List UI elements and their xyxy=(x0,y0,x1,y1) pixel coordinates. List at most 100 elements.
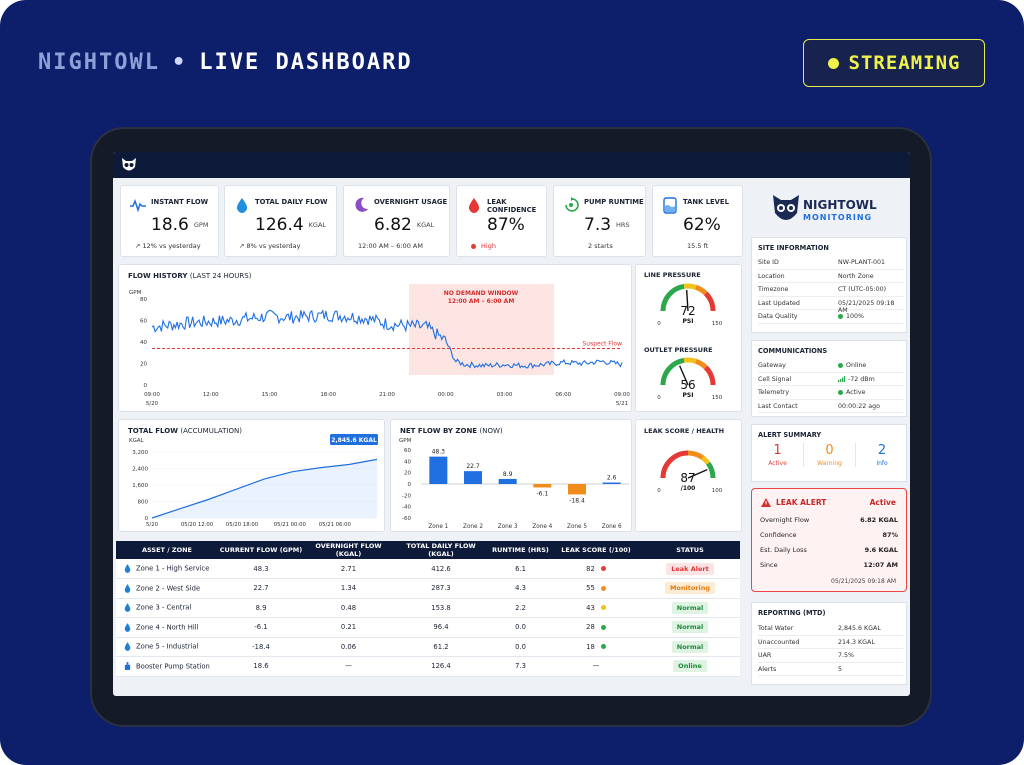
status-badge[interactable]: Online xyxy=(673,660,707,673)
info-value: 5 xyxy=(838,665,843,673)
net-y-tick: -40 xyxy=(402,505,411,511)
kpi-value-wrap: 126.4 KGAL xyxy=(255,215,326,235)
kpi-card-tank-level[interactable]: TANK LEVEL 62% 15.5 ft xyxy=(652,185,743,257)
net-flow-title: NET FLOW BY ZONE (NOW) xyxy=(400,427,503,435)
table-header-cell[interactable]: TOTAL DAILY FLOW (KGAL) xyxy=(393,541,489,559)
gauge-value: 72 xyxy=(680,304,695,318)
window-label: NO DEMAND WINDOW xyxy=(444,290,519,297)
flow-x-tick: 06:00 xyxy=(555,392,571,398)
table-row[interactable]: Zone 1 - High Service 48.3 2.71 412.6 6.1 82 L… xyxy=(116,559,740,579)
alert-count-active[interactable]: 1 Active xyxy=(752,443,804,467)
table-header-cell[interactable]: STATUS xyxy=(640,541,740,559)
info-row: Telemetry Active xyxy=(758,386,904,400)
warning-triangle-icon xyxy=(761,498,771,507)
table-row[interactable]: Booster Pump Station 18.6—126.4 7.3— Online xyxy=(116,656,740,677)
total-y-tick: 1,600 xyxy=(132,483,148,489)
flow-y-tick: 40 xyxy=(140,340,147,346)
daily-flow-cell: 287.3 xyxy=(393,578,489,599)
info-row: Total Water 2,845.6 KGAL xyxy=(758,622,904,636)
table-header-cell[interactable]: RUNTIME (HRS) xyxy=(489,541,552,559)
net-y-tick: -20 xyxy=(402,493,411,499)
kpi-card-total-daily-flow[interactable]: TOTAL DAILY FLOW 126.4 KGAL ↗ 8% vs yesterd… xyxy=(224,185,337,257)
leak-alert-card[interactable]: LEAK ALERT Active Overnight Flow 6.82 KGA… xyxy=(751,488,907,592)
asset-name: Zone 2 - West Side xyxy=(136,584,201,593)
net-y-tick: 0 xyxy=(408,482,412,488)
info-row: Unaccounted 214.3 KGAL xyxy=(758,636,904,649)
overnight-flow-cell: 0.48 xyxy=(304,598,393,618)
owl-logo-icon[interactable] xyxy=(119,155,139,175)
status-cell: Normal xyxy=(640,598,740,618)
status-badge[interactable]: Normal xyxy=(671,601,709,614)
gauge-max: 150 xyxy=(712,395,723,401)
table-header-cell[interactable]: ASSET / ZONE xyxy=(116,541,218,559)
communications-title: COMMUNICATIONS xyxy=(758,347,828,355)
signal-bars-icon xyxy=(838,375,845,382)
kpi-sub-label: ↗ 8% vs yesterday xyxy=(239,242,301,250)
total-flow-callout-text: 2,845.6 KGAL xyxy=(331,437,377,444)
gauge-arc xyxy=(703,291,716,312)
net-flow-bar xyxy=(533,484,552,488)
info-value-wrap: CT (UTC-05:00) xyxy=(838,286,886,293)
net-flow-data-label: -6.1 xyxy=(536,490,548,497)
total-y-tick: 800 xyxy=(138,500,149,506)
table-row[interactable]: Zone 5 - Industrial -18.4 0.06 61.2 0.0 18 Nor… xyxy=(116,637,740,657)
info-row: Alerts 5 xyxy=(758,663,904,676)
status-badge[interactable]: Normal xyxy=(671,621,709,634)
net-flow-category: Zone 3 xyxy=(498,524,518,530)
kpi-unit: GPM xyxy=(193,221,209,229)
flow-x-tick: 03:00 xyxy=(497,392,513,398)
flow-y-tick: 20 xyxy=(140,362,147,368)
table-header-cell[interactable]: CURRENT FLOW (GPM) xyxy=(218,541,304,559)
page-header: NIGHTOWL • LIVE DASHBOARD xyxy=(38,50,413,75)
kpi-sub-label: High xyxy=(481,242,496,250)
net-flow-bar xyxy=(568,484,586,495)
streaming-label: STREAMING xyxy=(848,52,961,74)
score-dot-icon xyxy=(600,605,606,611)
table-row[interactable]: Zone 2 - West Side 22.7 1.34 287.3 4.3 55 Moni… xyxy=(116,578,740,599)
runtime-cell: 4.3 xyxy=(489,578,552,599)
asset-cell: Zone 2 - West Side xyxy=(116,578,218,599)
kpi-title: INSTANT FLOW xyxy=(151,198,209,206)
leak-score-value: 82 xyxy=(586,564,595,573)
kpi-card-overnight-usage[interactable]: OVERNIGHT USAGE 6.82 KGAL 12:00 AM – 6:00 A… xyxy=(343,185,450,257)
status-cell: Normal xyxy=(640,617,740,638)
status-badge[interactable]: Monitoring xyxy=(664,582,716,595)
status-dot-icon xyxy=(838,362,843,368)
leak-alert-row: Confidence 87% xyxy=(760,531,898,539)
info-value: 05/21/2025 09:18 AM xyxy=(838,299,895,314)
info-value: 00:00:22 ago xyxy=(838,402,880,410)
gauge-arc xyxy=(683,283,697,290)
net-flow-data-label: -18.4 xyxy=(569,497,585,504)
table-header-cell[interactable]: LEAK SCORE (/100) xyxy=(552,541,640,559)
flow-y-tick: 0 xyxy=(144,383,148,389)
status-dot-icon xyxy=(838,389,843,395)
alert-count-warning[interactable]: 0 Warning xyxy=(804,443,856,467)
table-row[interactable]: Zone 3 - Central 8.9 0.48 153.8 2.2 43 Normal xyxy=(116,598,740,618)
logo-bottom-text: MONITORING xyxy=(803,213,872,222)
high-dot-icon xyxy=(471,243,476,249)
alert-count-info[interactable]: 2 Info xyxy=(856,443,908,467)
leak-alert-row: Since 12:07 AM xyxy=(760,561,898,569)
site-info-card: SITE INFORMATION Site ID NW-PLANT-001 Loca… xyxy=(751,237,907,333)
table-header-cell[interactable]: OVERNIGHT FLOW (KGAL) xyxy=(304,541,393,559)
flow-history-line xyxy=(151,309,623,369)
kpi-value: 6.82 xyxy=(374,215,412,235)
runtime-cell: 0.0 xyxy=(489,637,552,657)
overnight-flow-cell: 2.71 xyxy=(304,559,393,579)
net-flow-category: Zone 1 xyxy=(428,524,448,530)
status-badge[interactable]: Normal xyxy=(671,640,709,653)
status-badge[interactable]: Leak Alert xyxy=(666,562,714,575)
gauge-unit: /100 xyxy=(681,485,696,492)
kpi-card-pump-runtime[interactable]: PUMP RUNTIME 7.3 HRS 2 starts xyxy=(553,185,646,257)
reporting-title: REPORTING (MTD) xyxy=(758,609,826,617)
kpi-card-leak-confidence[interactable]: LEAK CONFIDENCE 87% High xyxy=(456,185,547,257)
asset-cell: Zone 1 - High Service xyxy=(116,559,218,579)
total-x-tick: 05/21 00:00 xyxy=(274,522,307,528)
kpi-card-instant-flow[interactable]: INSTANT FLOW 18.6 GPM ↗ 12% vs yesterday xyxy=(120,185,219,257)
alert-count-number: 2 xyxy=(877,443,887,458)
sidebar-logo: NIGHTOWL MONITORING xyxy=(751,185,907,237)
leak-score-gauge: LEAK SCORE / HEALTH 87/100 0 100 xyxy=(644,427,724,494)
info-value-wrap: -72 dBm xyxy=(838,375,875,383)
table-row[interactable]: Zone 4 - North Hill -6.1 0.21 96.4 0.0 28 Norm… xyxy=(116,617,740,638)
